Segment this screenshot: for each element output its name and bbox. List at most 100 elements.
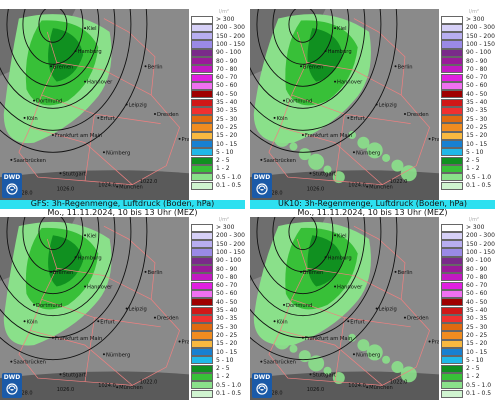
legend-label: 30 - 35: [466, 315, 488, 323]
legend-unit: l/m²: [469, 9, 479, 15]
legend-label: 150 - 200: [216, 32, 245, 40]
valid-time: Mo., 11.11.2024, 10 bis 13 Uhr (MEZ): [0, 0, 245, 1]
pressure-label: 1024.0: [348, 383, 366, 389]
city-dot: [375, 103, 378, 106]
legend-swatch: [441, 57, 463, 66]
city-label: Leipzig: [129, 307, 147, 313]
legend-label: 5 - 10: [466, 148, 484, 156]
legend-label: 20 - 25: [466, 331, 488, 339]
city-dot: [23, 116, 26, 119]
legend-item: 0.1 - 0.5: [439, 181, 495, 190]
pressure-label: 1028.0: [15, 190, 33, 196]
legend-item: 5 - 10: [439, 356, 495, 365]
city-label: Frankfurt am Main: [55, 133, 102, 139]
forecast-panel-br: UK10: 3h-Regenmenge, Luftdruck (Boden, h…: [250, 200, 495, 400]
legend-label: 0.1 - 0.5: [216, 390, 242, 397]
legend-swatch: [441, 348, 463, 357]
legend-item: 200 - 300: [439, 231, 495, 240]
panel-header: GFS: 3h-Regenmenge, Luftdruck (Boden, hP…: [0, 200, 245, 217]
legend-label: 90 - 100: [466, 257, 492, 265]
city-dot: [50, 65, 53, 68]
legend-label: 10 - 15: [216, 140, 238, 148]
legend-swatch: [191, 364, 213, 373]
legend-item: 25 - 30: [189, 323, 245, 332]
legend-item: 25 - 30: [439, 115, 495, 124]
city-label: Hamburg: [328, 49, 352, 55]
legend-label: 30 - 35: [216, 315, 238, 323]
city-label: Kiel: [337, 233, 346, 239]
precip-legend: l/m² > 300 200 - 300 150 - 200 100 - 150 90 -…: [189, 9, 245, 200]
legend-item: 25 - 30: [189, 115, 245, 124]
city-label: Bremen: [303, 270, 323, 276]
city-dot: [347, 320, 350, 323]
city-label: Stuttgart: [312, 372, 335, 378]
legend-label: 0.5 - 1.0: [216, 173, 242, 181]
legend-swatch: [191, 81, 213, 91]
city-dot: [59, 172, 62, 175]
legend-label: 20 - 25: [216, 123, 238, 131]
pressure-label: 1026.0: [57, 387, 74, 393]
pressure-label: 1026.0: [57, 186, 74, 192]
legend-item: 2 - 5: [439, 364, 495, 373]
legend-swatch: [441, 156, 463, 165]
legend-label: 25 - 30: [466, 115, 488, 123]
city-dot: [309, 373, 312, 376]
legend-label: 5 - 10: [466, 356, 484, 364]
legend-label: 1 - 2: [466, 165, 480, 173]
city-label: Leipzig: [129, 103, 147, 109]
legend-item: 40 - 50: [189, 298, 245, 307]
city-dot: [74, 50, 77, 53]
legend-label: 20 - 25: [216, 331, 238, 339]
legend-item: 100 - 150: [189, 40, 245, 49]
legend-item: 30 - 35: [439, 314, 495, 323]
legend-item: 2 - 5: [189, 156, 245, 165]
legend-swatch: [191, 73, 213, 82]
city-dot: [428, 340, 431, 343]
legend-item: 0.1 - 0.5: [189, 389, 245, 398]
city-dot: [283, 303, 286, 306]
legend-label: 2 - 5: [466, 365, 480, 373]
legend-label: 90 - 100: [466, 49, 492, 57]
dwd-spiral-icon: [6, 383, 18, 395]
city-label: Prag: [182, 137, 189, 143]
legend-item: 25 - 30: [439, 323, 495, 332]
city-label: Dresden: [407, 112, 429, 118]
legend-swatch: [441, 98, 463, 107]
legend-label: 0.1 - 0.5: [216, 182, 242, 189]
legend-swatch: [441, 123, 463, 132]
city-dot: [51, 336, 54, 339]
legend-swatch: [191, 265, 213, 274]
legend-item: 10 - 15: [189, 348, 245, 357]
legend-label: 150 - 200: [466, 32, 495, 40]
legend-label: 40 - 50: [466, 298, 488, 306]
city-dot: [301, 134, 304, 137]
city-dot: [352, 353, 355, 356]
legend-label: 40 - 50: [216, 298, 238, 306]
legend-label: 0.1 - 0.5: [466, 390, 492, 397]
legend-swatch: [441, 23, 463, 32]
legend-swatch: [441, 273, 463, 282]
legend-item: 50 - 60: [189, 289, 245, 299]
legend-swatch: [191, 98, 213, 107]
city-label: Frankfurt am Main: [55, 336, 102, 342]
city-label: Dortmund: [286, 99, 312, 105]
city-label: Saarbrücken: [263, 360, 296, 366]
legend-label: 0.5 - 1.0: [216, 381, 242, 389]
city-label: Kiel: [87, 233, 96, 239]
city-label: Nürnberg: [356, 150, 380, 156]
legend-label: 10 - 15: [216, 348, 238, 356]
legend-label: 1 - 2: [216, 165, 230, 173]
legend-swatch: [441, 148, 463, 157]
legend-item: 40 - 50: [189, 90, 245, 99]
legend-swatch: [441, 248, 463, 257]
legend-label: 5 - 10: [216, 356, 234, 364]
legend-swatch: [441, 115, 463, 124]
city-label: Kiel: [87, 26, 96, 32]
city-dot: [273, 116, 276, 119]
legend-item: 50 - 60: [439, 289, 495, 299]
legend-label: 100 - 150: [216, 40, 245, 48]
precip-map: 1028.0 1026.0 1024.0 1022.0 Kiel Hamburg Breme…: [250, 200, 443, 400]
city-label: Nürnberg: [106, 150, 130, 156]
legend-label: 25 - 30: [216, 115, 238, 123]
city-label: Stuttgart: [312, 171, 335, 177]
